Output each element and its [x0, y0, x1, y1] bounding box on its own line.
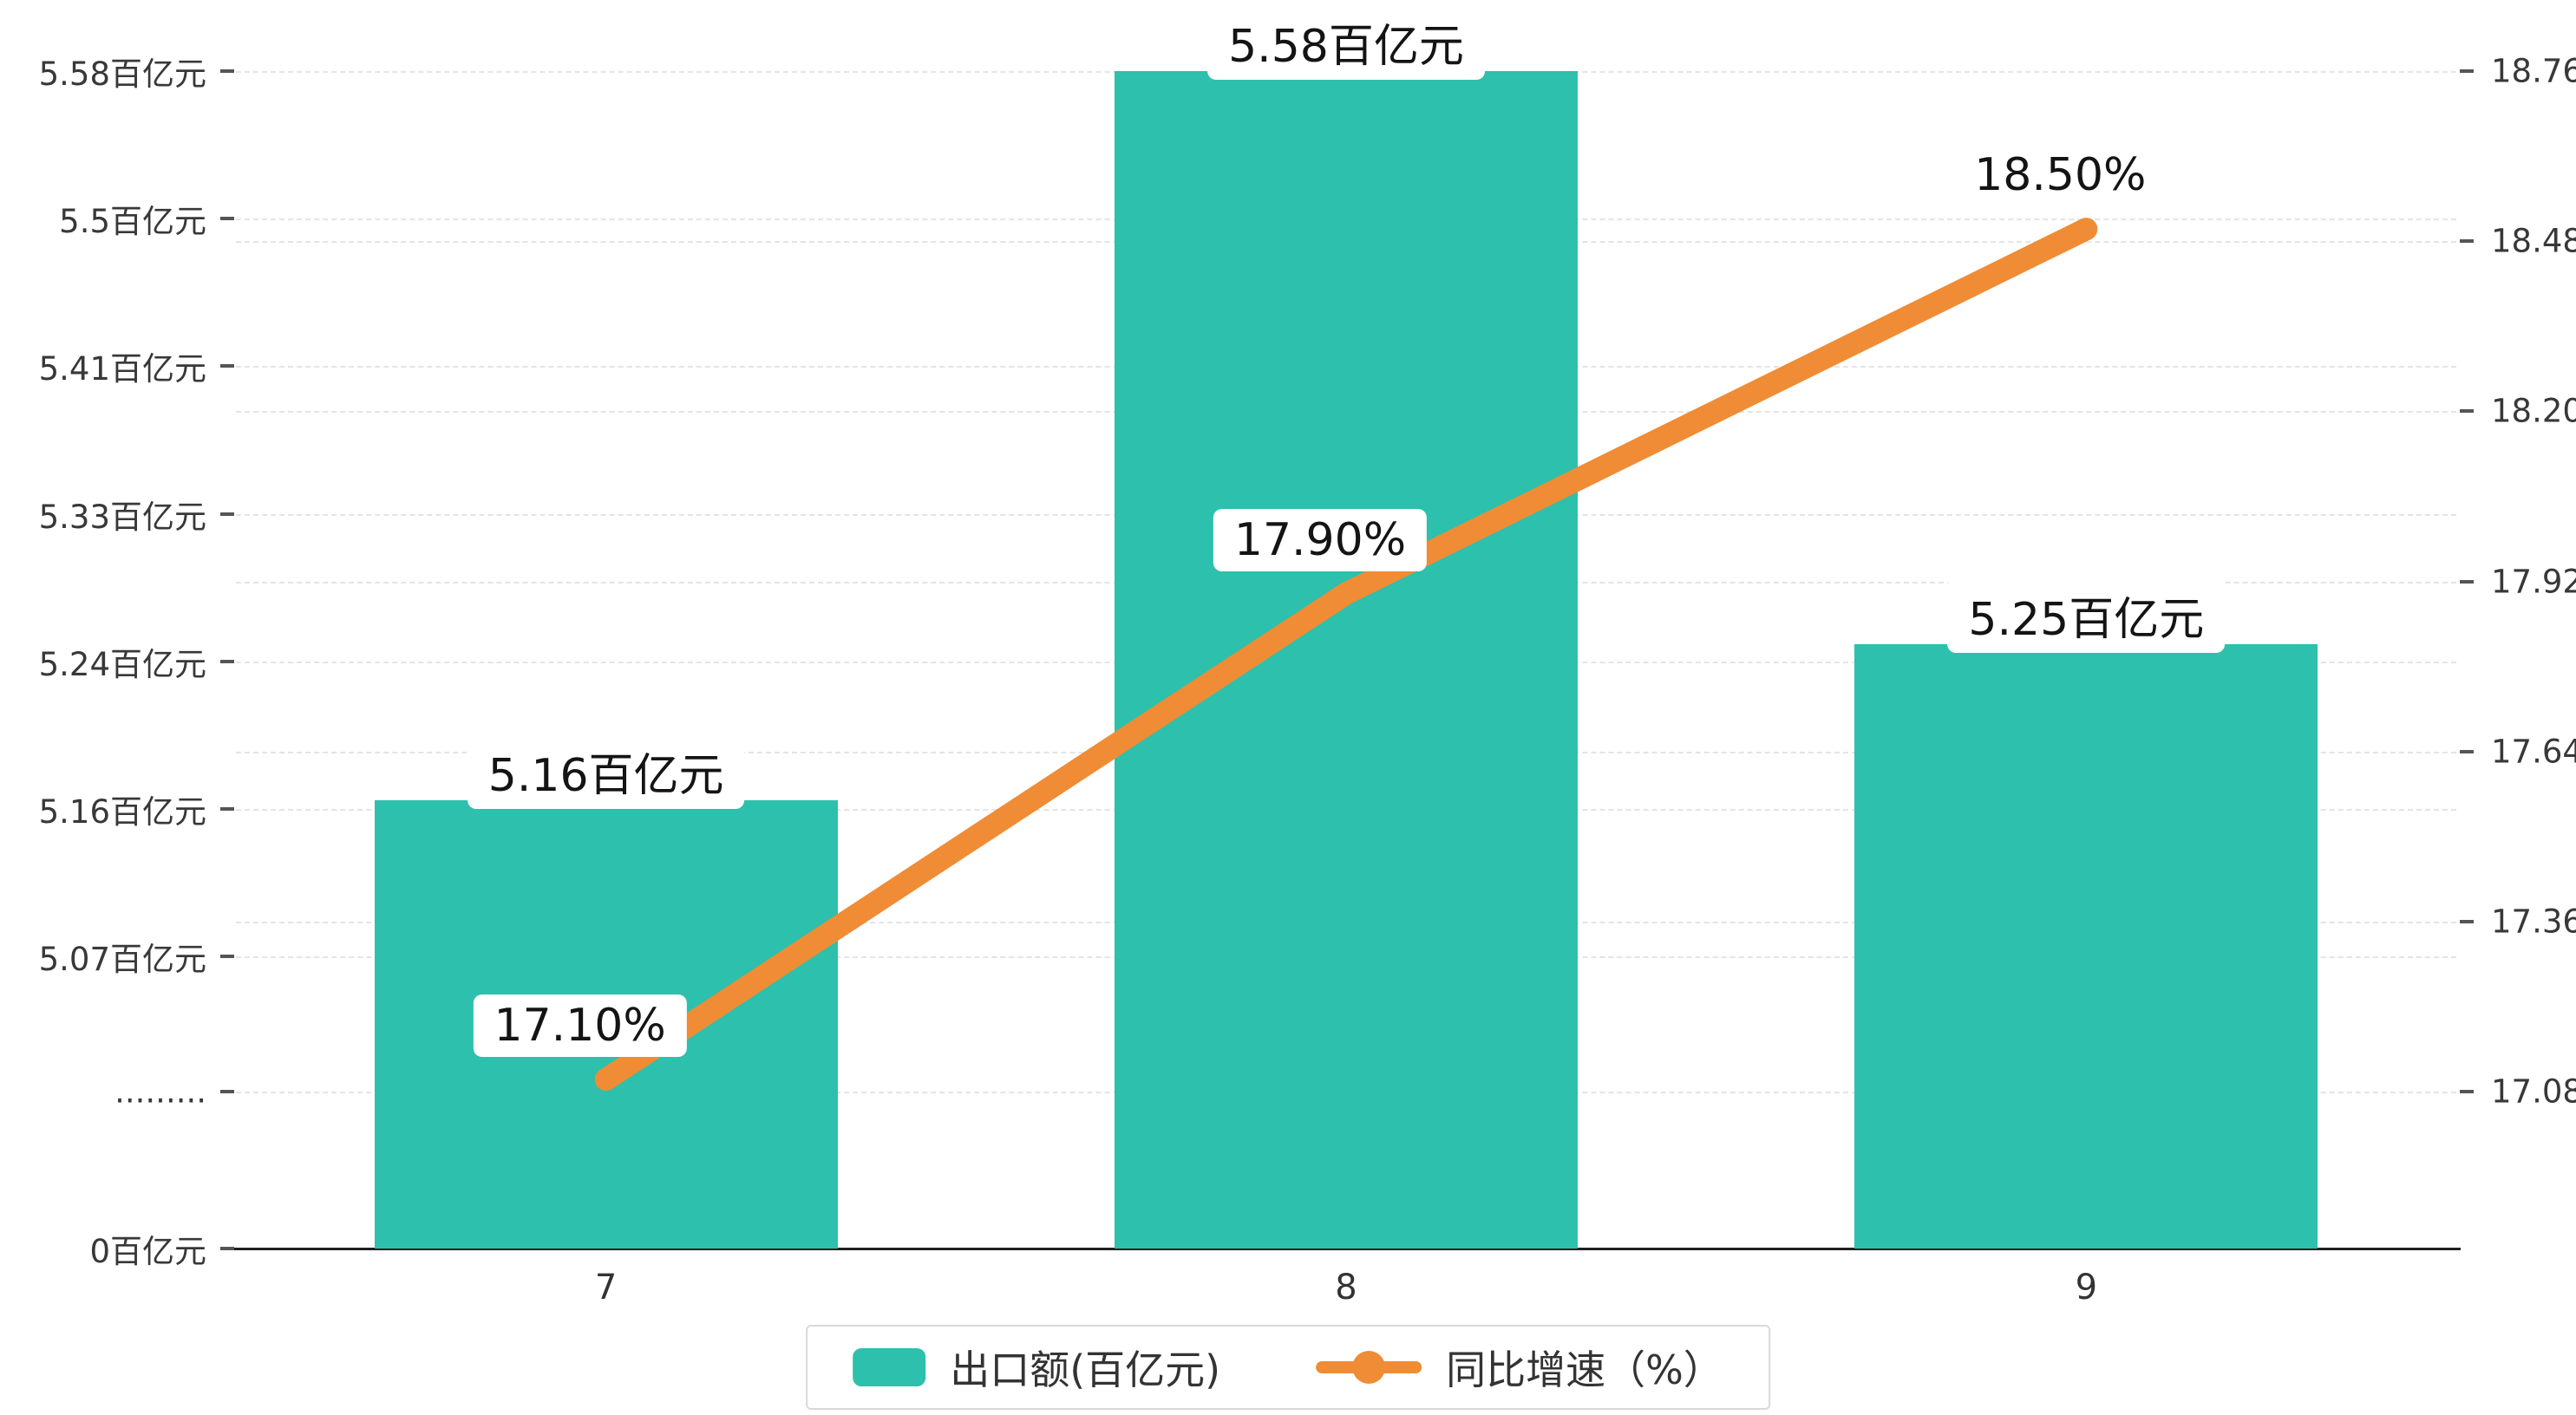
legend-item-export-value[interactable]: 出口额(百亿元)	[853, 1339, 1220, 1396]
right-axis-tick-label: 18.20	[2491, 392, 2576, 430]
legend-bar-swatch-icon	[853, 1348, 926, 1386]
left-axis-tick	[220, 1090, 234, 1093]
right-axis-tick	[2460, 919, 2474, 923]
right-axis-tick-label: 17.64	[2491, 733, 2576, 771]
legend-item-growth-rate[interactable]: 同比增速（%）	[1316, 1339, 1723, 1396]
x-axis-label: 9	[2075, 1268, 2098, 1307]
right-axis-tick	[2460, 239, 2474, 244]
line-value-label: 17.90%	[1213, 508, 1428, 571]
left-axis-tick-label: 5.16百亿元	[38, 792, 206, 831]
left-axis-tick-label: 5.41百亿元	[38, 350, 206, 388]
legend-label: 同比增速（%）	[1446, 1347, 1723, 1393]
left-axis-tick-label: 5.07百亿元	[38, 941, 206, 978]
left-axis-tick	[220, 217, 234, 221]
right-axis-tick	[2460, 749, 2474, 753]
right-axis-tick	[2460, 1090, 2474, 1093]
legend-label: 出口额(百亿元)	[950, 1347, 1221, 1393]
left-axis-tick	[220, 659, 234, 663]
left-axis-tick	[220, 955, 234, 958]
left-axis-tick-label: 5.5百亿元	[59, 203, 206, 241]
left-axis-tick-label: 5.24百亿元	[38, 645, 206, 683]
x-axis-label: 8	[1335, 1268, 1357, 1307]
right-axis-tick-label: 18.76	[2491, 52, 2576, 90]
bar-value-label: 5.58百亿元	[1207, 4, 1485, 80]
left-axis-tick	[220, 364, 234, 368]
left-axis-tick	[220, 1247, 234, 1250]
left-axis-tick	[220, 69, 234, 73]
x-axis-label: 7	[594, 1268, 618, 1307]
line-value-label: 17.10%	[473, 994, 687, 1057]
right-axis-tick	[2460, 409, 2474, 414]
left-axis-tick-label: 5.58百亿元	[38, 55, 206, 93]
right-axis-tick-label: 17.08	[2491, 1073, 2576, 1111]
bar-value-label: 5.16百亿元	[467, 733, 745, 809]
legend: 出口额(百亿元) 同比增速（%）	[806, 1325, 1770, 1410]
right-axis-tick	[2460, 579, 2474, 584]
left-axis-tick-label: 0百亿元	[89, 1233, 206, 1270]
left-axis-tick-label: .........	[114, 1073, 206, 1111]
line-value-label: 18.50%	[1953, 144, 2167, 207]
bar-value-label: 5.25百亿元	[1947, 577, 2226, 653]
bar-month-9[interactable]	[1854, 643, 2318, 1249]
right-axis-tick	[2460, 69, 2474, 73]
right-axis-tick-label: 18.48	[2491, 222, 2576, 260]
x-axis-line	[232, 1248, 2461, 1250]
legend-line-swatch-icon	[1316, 1351, 1422, 1384]
bar-month-8[interactable]	[1115, 71, 1578, 1249]
right-axis-tick-label: 17.36	[2491, 903, 2576, 941]
legend-line-dot-icon	[1352, 1351, 1386, 1384]
left-axis-tick	[220, 512, 234, 516]
left-axis-tick-label: 5.33百亿元	[38, 498, 206, 536]
right-axis-tick-label: 17.92	[2491, 563, 2576, 600]
left-axis-tick	[220, 806, 234, 811]
